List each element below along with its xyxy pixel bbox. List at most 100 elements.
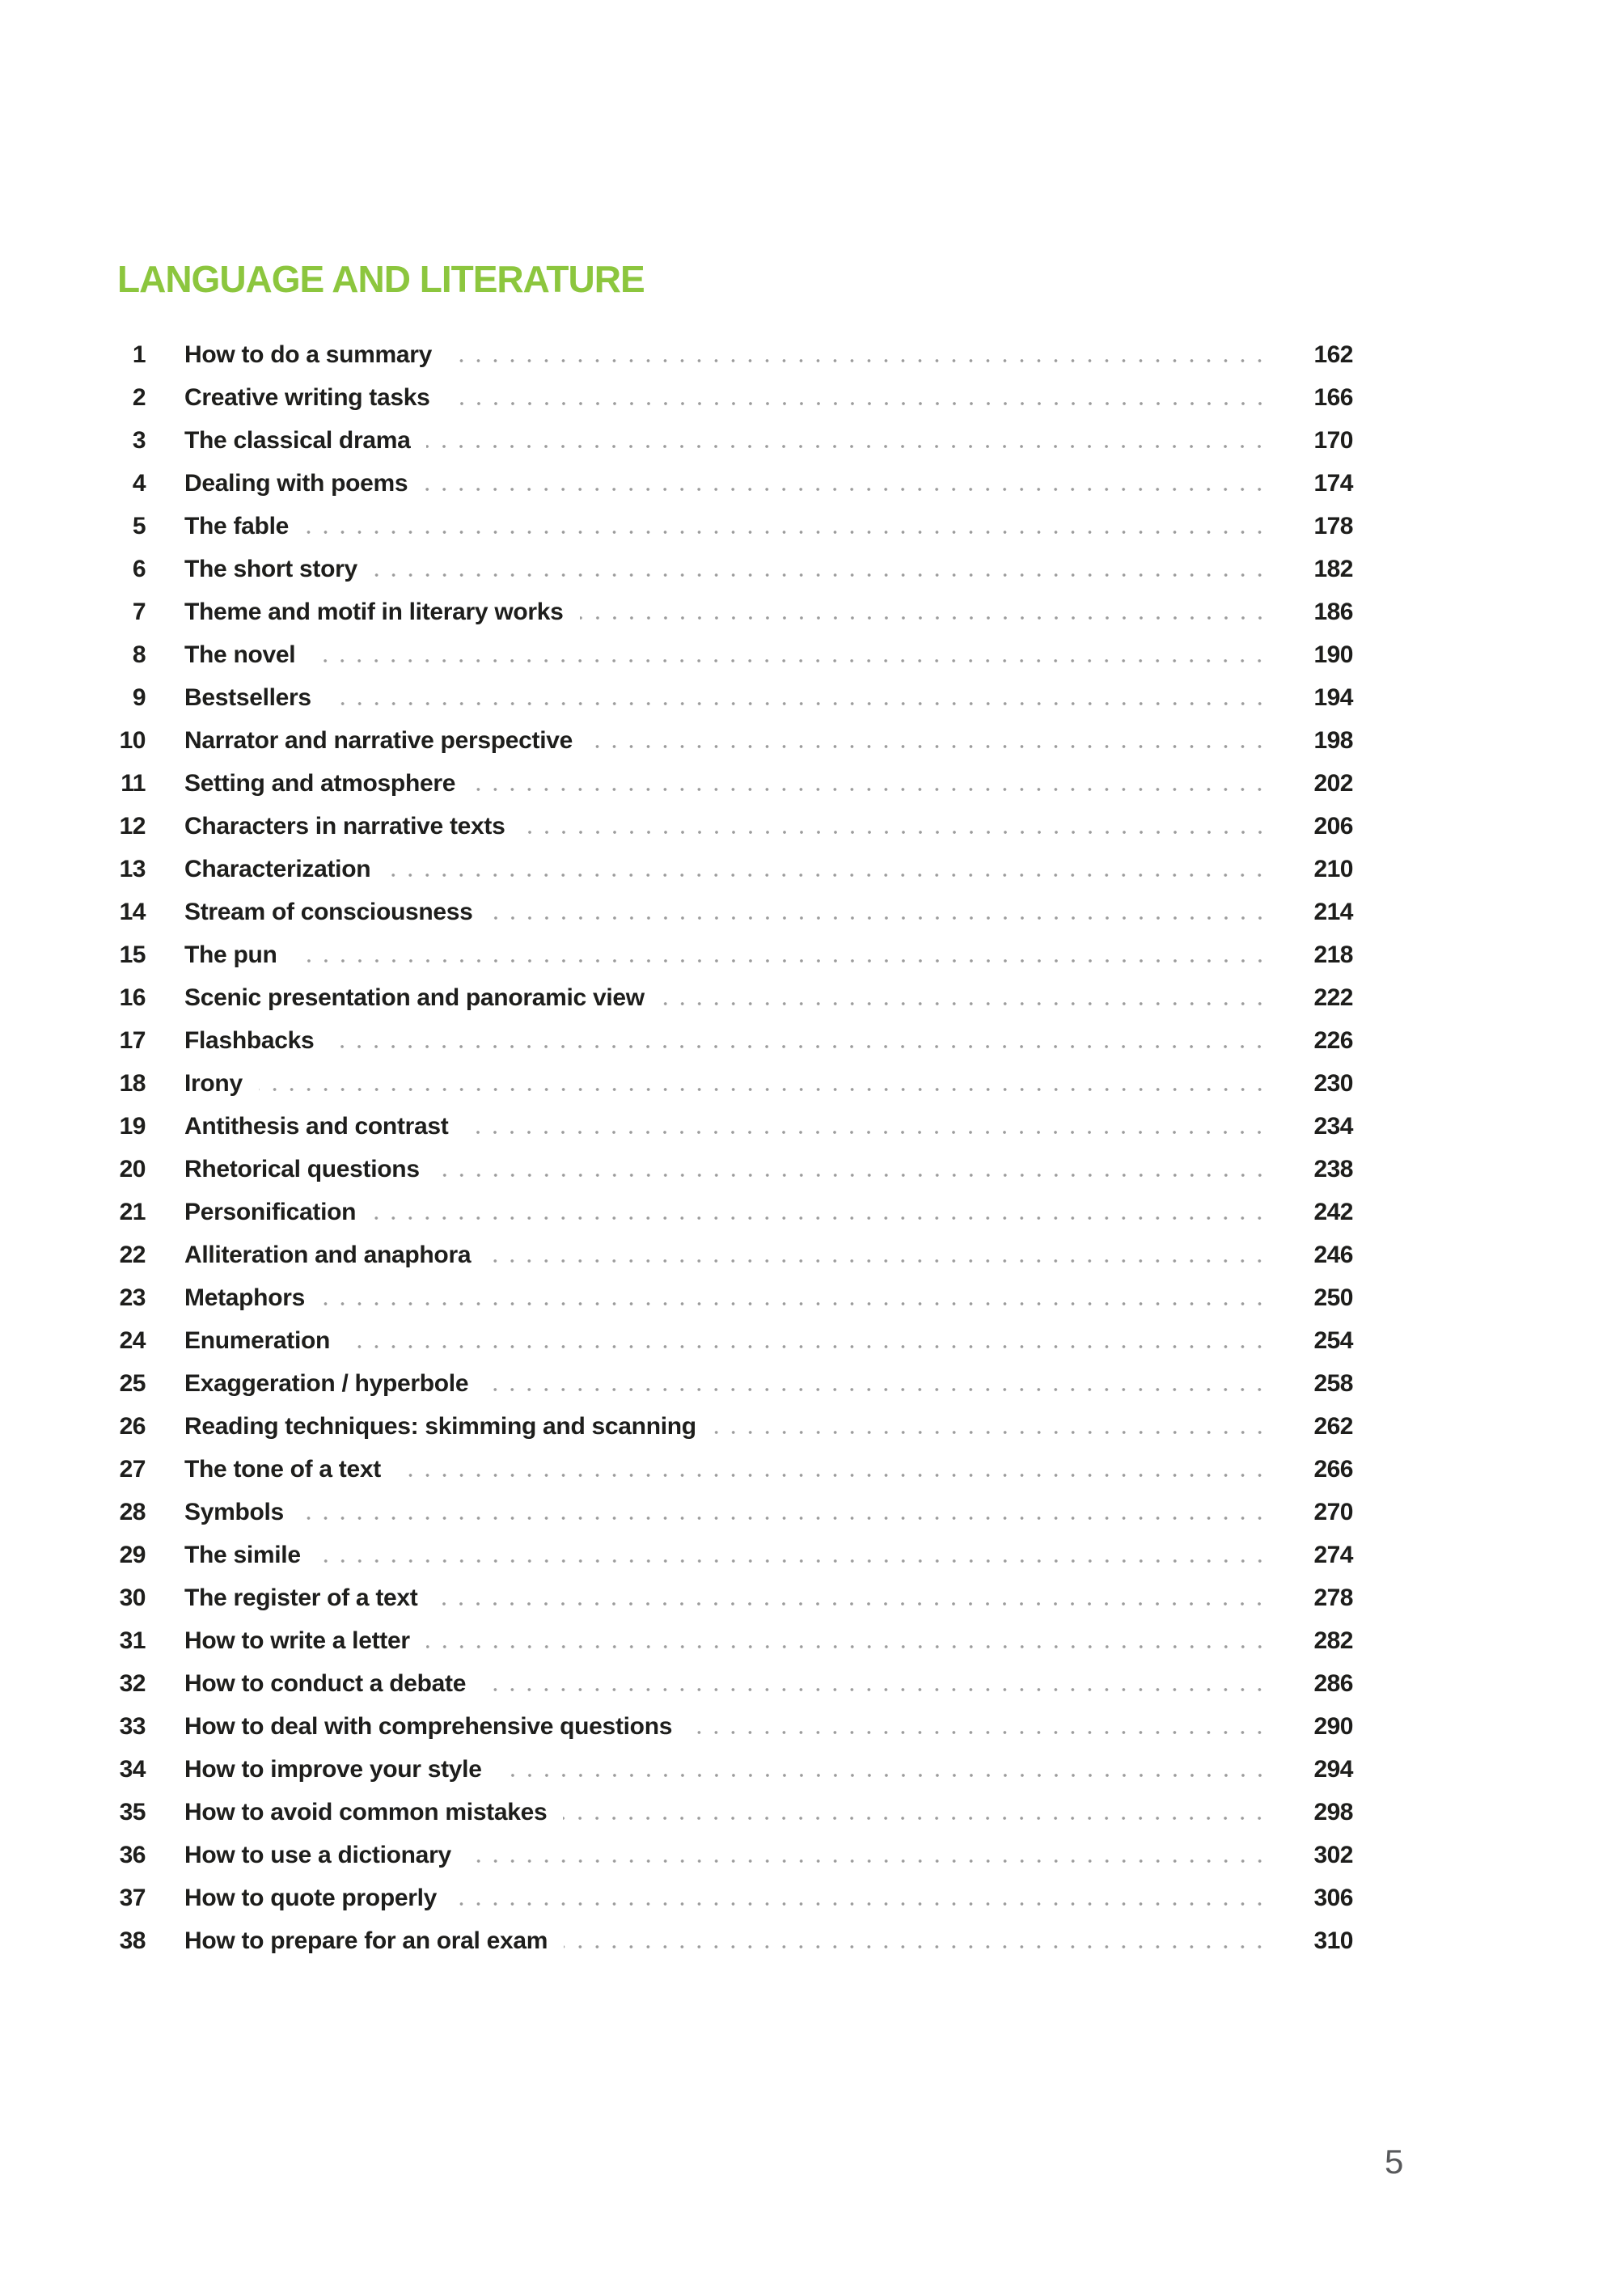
dot-leader [305, 529, 1268, 535]
entry-page: 302 [1313, 1842, 1353, 1868]
toc-entry-row: 33 How to deal with comprehensive questi… [81, 1705, 1354, 1748]
entry-number: 10 [119, 727, 146, 754]
toc-entry-row: 38 How to prepare for an oral exam 310 [81, 1919, 1354, 1962]
dot-leader [426, 443, 1268, 450]
entry-page: 290 [1313, 1713, 1353, 1740]
entry-page: 166 [1313, 384, 1353, 411]
entry-title: Exaggeration / hyperbole [184, 1370, 469, 1397]
entry-title: Narrator and narrative perspective [184, 727, 573, 754]
dot-leader [425, 1644, 1268, 1650]
toc-entry-row: 7 Theme and motif in literary works 186 [81, 590, 1354, 633]
entry-page: 170 [1313, 427, 1353, 454]
toc-entry-row: 18 Irony 230 [81, 1062, 1354, 1105]
dot-leader [346, 1343, 1268, 1350]
entry-number: 27 [119, 1456, 146, 1483]
toc-entry-row: 25 Exaggeration / hyperbole 258 [81, 1362, 1354, 1405]
entry-number: 17 [119, 1027, 146, 1054]
dot-leader [482, 1686, 1268, 1693]
toc-entry-row: 21 Personification 242 [81, 1191, 1354, 1233]
dot-leader [433, 1601, 1268, 1607]
entry-title: How to avoid common mistakes [184, 1799, 548, 1826]
dot-leader [497, 1772, 1268, 1779]
entry-page: 294 [1313, 1756, 1353, 1783]
entry-page: 242 [1313, 1199, 1353, 1225]
entry-title: Reading techniques: skimming and scannin… [184, 1413, 696, 1440]
entry-number: 23 [119, 1284, 146, 1311]
entry-page: 282 [1313, 1627, 1353, 1654]
dot-leader [579, 615, 1268, 621]
entry-number: 35 [119, 1799, 146, 1826]
entry-number: 9 [132, 684, 146, 711]
entry-number: 25 [119, 1370, 146, 1397]
entry-page: 190 [1313, 641, 1353, 668]
toc-entry-row: 30 The register of a text 278 [81, 1576, 1354, 1619]
entry-number: 28 [119, 1499, 146, 1525]
entry-title: Characterization [184, 856, 371, 882]
entry-title: The tone of a text [184, 1456, 381, 1483]
entry-title: Metaphors [184, 1284, 305, 1311]
dot-leader [488, 915, 1268, 921]
entry-title: Theme and motif in literary works [184, 599, 564, 625]
entry-page: 222 [1313, 984, 1353, 1011]
entry-number: 24 [119, 1327, 146, 1354]
entry-page: 298 [1313, 1799, 1353, 1826]
entry-page: 278 [1313, 1584, 1353, 1611]
entry-title: Setting and atmosphere [184, 770, 456, 797]
entry-number: 18 [119, 1070, 146, 1097]
entry-page: 182 [1313, 556, 1353, 582]
entry-number: 19 [119, 1113, 146, 1140]
entry-title: How to do a summary [184, 341, 433, 368]
toc-entry-row: 35 How to avoid common mistakes 298 [81, 1791, 1354, 1834]
toc-entry-row: 14 Stream of consciousness 214 [81, 891, 1354, 933]
entry-title: How to improve your style [184, 1756, 482, 1783]
toc-entry-row: 13 Characterization 210 [81, 848, 1354, 891]
entry-number: 8 [132, 641, 146, 668]
entry-number: 7 [132, 599, 146, 625]
entry-page: 178 [1313, 513, 1353, 539]
entry-page: 230 [1313, 1070, 1353, 1097]
entry-title: The pun [184, 941, 277, 968]
entry-number: 12 [119, 813, 146, 840]
entry-title: The fable [184, 513, 289, 539]
entry-number: 16 [119, 984, 146, 1011]
entry-number: 1 [132, 341, 146, 368]
dot-leader [563, 1815, 1268, 1821]
toc-entry-row: 11 Setting and atmosphere 202 [81, 762, 1353, 805]
toc-entry-row: 1 How to do a summary 162 [81, 333, 1354, 376]
toc-entry-row: 16 Scenic presentation and panoramic vie… [81, 976, 1354, 1019]
entry-title: Dealing with poems [184, 470, 408, 497]
toc-entry-row: 4 Dealing with poems 174 [81, 462, 1354, 505]
dot-leader [589, 743, 1268, 750]
entry-title: How to deal with comprehensive questions [184, 1713, 673, 1740]
entry-page: 234 [1313, 1113, 1353, 1140]
toc-entry-row: 5 The fable 178 [81, 505, 1354, 548]
entry-page: 202 [1313, 770, 1353, 797]
toc-entry-row: 23 Metaphors 250 [81, 1276, 1354, 1319]
entry-number: 29 [119, 1542, 146, 1568]
entry-page: 186 [1313, 599, 1353, 625]
entry-number: 22 [119, 1242, 146, 1268]
entry-number: 6 [132, 556, 146, 582]
entry-number: 33 [119, 1713, 146, 1740]
entry-title: Rhetorical questions [184, 1156, 420, 1182]
dot-leader [330, 1043, 1268, 1050]
toc-entry-row: 32 How to conduct a debate 286 [81, 1662, 1354, 1705]
entry-title: Stream of consciousness [184, 899, 473, 925]
toc-entry-row: 28 Symbols 270 [81, 1491, 1354, 1534]
entry-page: 246 [1313, 1242, 1353, 1268]
entry-title: Flashbacks [184, 1027, 315, 1054]
entry-page: 218 [1313, 941, 1353, 968]
entry-number: 15 [119, 941, 146, 968]
toc-entry-row: 26 Reading techniques: skimming and scan… [81, 1405, 1354, 1448]
dot-leader [321, 1301, 1268, 1307]
dot-leader [299, 1515, 1268, 1521]
dot-leader [464, 1129, 1268, 1136]
section-title: LANGUAGE AND LITERATURE [117, 258, 645, 300]
dot-leader [453, 1901, 1268, 1907]
entry-title: The novel [184, 641, 296, 668]
entry-page: 306 [1313, 1885, 1353, 1911]
entry-title: Scenic presentation and panoramic view [184, 984, 645, 1011]
entry-title: The register of a text [184, 1584, 418, 1611]
toc-entry-row: 20 Rhetorical questions 238 [81, 1148, 1354, 1191]
dot-leader [564, 1944, 1268, 1950]
